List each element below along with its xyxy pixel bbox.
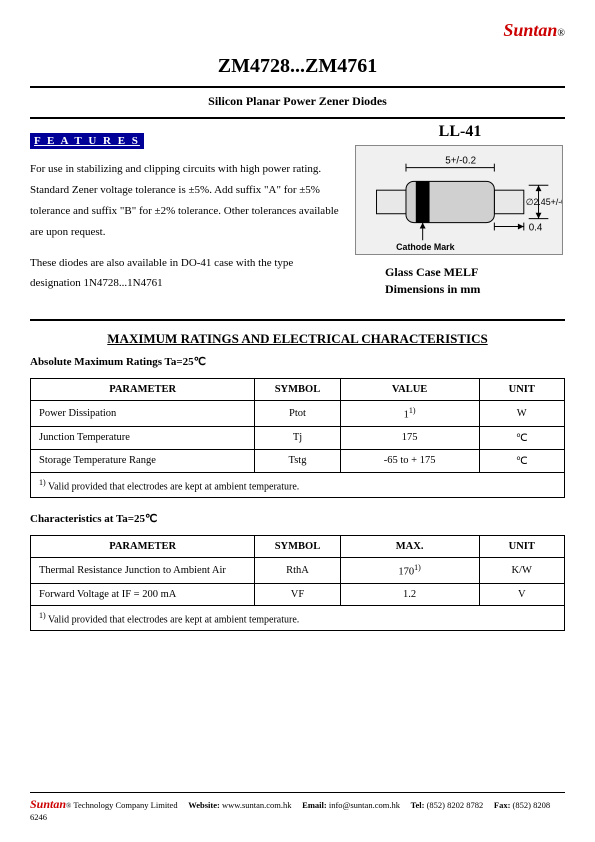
page-footer: Suntan® Technology Company Limited Websi… <box>30 792 565 822</box>
td: ℃ <box>479 426 564 449</box>
table-row: Storage Temperature Range Tstg -65 to + … <box>31 449 565 472</box>
package-svg: 5+/-0.2 ∅2.45+/-0.1 0.4 <box>355 145 563 255</box>
hr-sub <box>30 117 565 119</box>
td: Thermal Resistance Junction to Ambient A… <box>31 558 255 584</box>
table2-caption: Characteristics at Ta=25℃ <box>30 512 565 525</box>
table-row: Power Dissipation Ptot 11) W <box>31 401 565 427</box>
email-label: Email: <box>302 800 327 810</box>
td: Tj <box>255 426 340 449</box>
features-heading: F E A T U R E S <box>30 133 144 149</box>
cathode-label: Cathode Mark <box>396 242 454 252</box>
tel-value: (852) 8202 8782 <box>427 800 484 810</box>
th: PARAMETER <box>31 536 255 558</box>
footer-brand: Suntan <box>30 797 66 811</box>
website-label: Website: <box>188 800 220 810</box>
td: Forward Voltage at IF = 200 mA <box>31 583 255 605</box>
features-text: For use in stabilizing and clipping circ… <box>30 159 340 294</box>
features-p2: These diodes are also available in DO-41… <box>30 253 340 295</box>
ratings-table: PARAMETER SYMBOL VALUE UNIT Power Dissip… <box>30 378 565 498</box>
reg-mark: ® <box>557 28 565 39</box>
th: PARAMETER <box>31 379 255 401</box>
td: Junction Temperature <box>31 426 255 449</box>
dim-top: 5+/-0.2 <box>445 156 476 167</box>
package-diagram: LL-41 5+/-0.2 ∅2.45+/-0.1 <box>355 123 565 304</box>
td: 175 <box>340 426 479 449</box>
td: 1.2 <box>340 583 479 605</box>
td: 11) <box>340 401 479 427</box>
td: Storage Temperature Range <box>31 449 255 472</box>
content-row: F E A T U R E S For use in stabilizing a… <box>30 123 565 304</box>
td: 1701) <box>340 558 479 584</box>
footnote-cell: 1) Valid provided that electrodes are ke… <box>31 472 565 497</box>
dim-right: ∅2.45+/-0.1 <box>526 197 563 207</box>
td: W <box>479 401 564 427</box>
hr-mid <box>30 319 565 321</box>
td: RthA <box>255 558 340 584</box>
td: -65 to + 175 <box>340 449 479 472</box>
table-footnote: 1) Valid provided that electrodes are ke… <box>31 472 565 497</box>
page-title: ZM4728...ZM4761 <box>30 55 565 78</box>
td: Ptot <box>255 401 340 427</box>
table-row: Thermal Resistance Junction to Ambient A… <box>31 558 565 584</box>
website-value: www.suntan.com.hk <box>222 800 292 810</box>
table-row: Forward Voltage at IF = 200 mA VF 1.2 V <box>31 583 565 605</box>
td: Tstg <box>255 449 340 472</box>
table-row: Junction Temperature Tj 175 ℃ <box>31 426 565 449</box>
hr-top <box>30 86 565 88</box>
footer-reg: ® <box>66 802 71 810</box>
caption-line1: Glass Case MELF <box>385 265 478 279</box>
table1-caption: Absolute Maximum Ratings Ta=25℃ <box>30 355 565 368</box>
brand-text: Suntan <box>503 20 557 40</box>
td: V <box>479 583 564 605</box>
characteristics-table: PARAMETER SYMBOL MAX. UNIT Thermal Resis… <box>30 535 565 631</box>
email-value: info@suntan.com.hk <box>329 800 400 810</box>
dim-bottom: 0.4 <box>529 222 543 233</box>
td: K/W <box>479 558 564 584</box>
features-p1: For use in stabilizing and clipping circ… <box>30 159 340 243</box>
section-heading: MAXIMUM RATINGS AND ELECTRICAL CHARACTER… <box>30 331 565 347</box>
footer-company: Technology Company Limited <box>73 800 177 810</box>
th: VALUE <box>340 379 479 401</box>
td: VF <box>255 583 340 605</box>
footnote-cell: 1) Valid provided that electrodes are ke… <box>31 605 565 630</box>
diagram-title: LL-41 <box>355 123 565 141</box>
th: SYMBOL <box>255 536 340 558</box>
caption-line2: Dimensions in mm <box>385 282 480 296</box>
th: MAX. <box>340 536 479 558</box>
fax-label: Fax: <box>494 800 511 810</box>
table-header-row: PARAMETER SYMBOL VALUE UNIT <box>31 379 565 401</box>
td: ℃ <box>479 449 564 472</box>
table-footnote: 1) Valid provided that electrodes are ke… <box>31 605 565 630</box>
th: UNIT <box>479 536 564 558</box>
th: UNIT <box>479 379 564 401</box>
th: SYMBOL <box>255 379 340 401</box>
page-subtitle: Silicon Planar Power Zener Diodes <box>30 94 565 109</box>
table-header-row: PARAMETER SYMBOL MAX. UNIT <box>31 536 565 558</box>
diagram-caption: Glass Case MELF Dimensions in mm <box>355 264 565 298</box>
brand-logo: Suntan® <box>503 20 565 41</box>
td: Power Dissipation <box>31 401 255 427</box>
tel-label: Tel: <box>411 800 425 810</box>
